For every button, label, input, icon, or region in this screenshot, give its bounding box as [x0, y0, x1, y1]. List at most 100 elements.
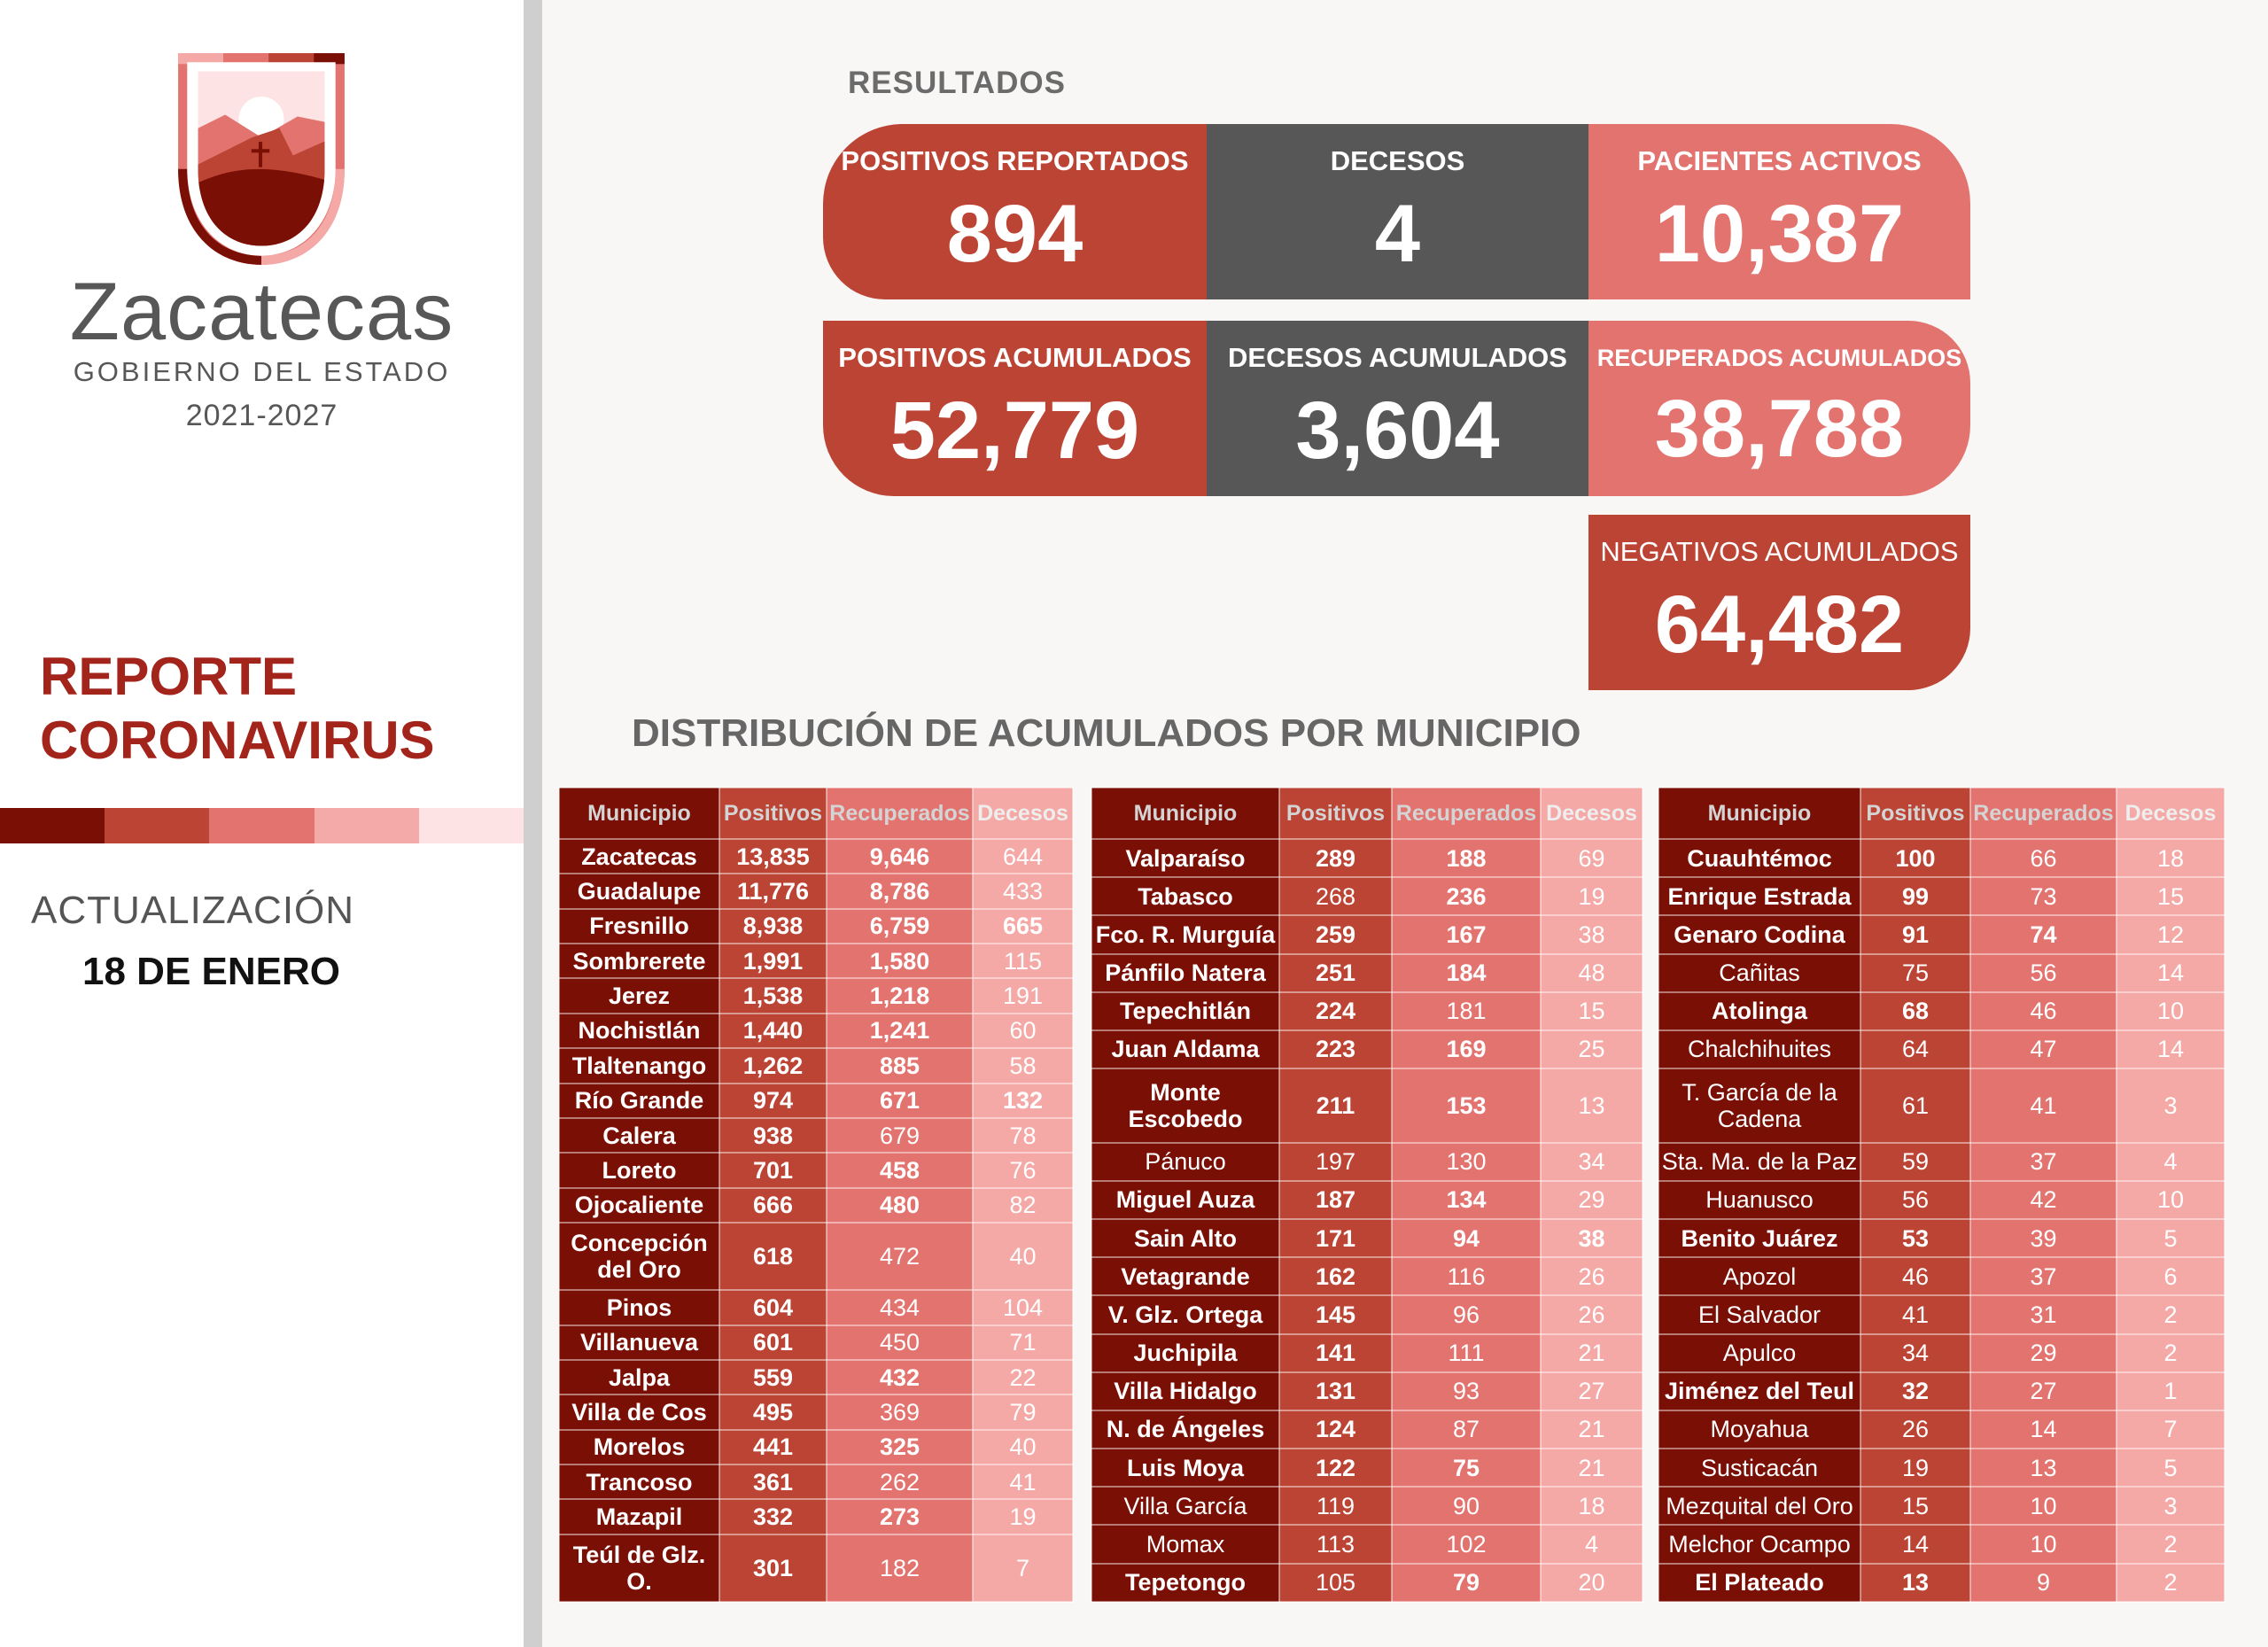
cell-recuperados: 181 [1391, 991, 1542, 1031]
cell-municipio: Huanusco [1658, 1179, 1861, 1221]
cell-recuperados: 111 [1391, 1332, 1542, 1373]
cell-municipio: Atolinga [1658, 991, 1861, 1031]
cell-recuperados: 8,786 [826, 873, 974, 910]
cell-decesos: 12 [2116, 914, 2225, 955]
cell-positivos: 974 [718, 1082, 827, 1119]
table-row: Cuauhtémoc 100 66 18 [1658, 837, 2225, 879]
cell-municipio: T. García de la Cadena [1658, 1068, 1861, 1144]
cell-recuperados: 434 [826, 1289, 974, 1326]
table-row: Atolinga 68 46 10 [1658, 991, 2225, 1031]
header-decesos: Decesos [972, 787, 1074, 840]
cell-decesos: 40 [972, 1221, 1074, 1292]
cell-municipio: Luis Moya [1091, 1448, 1280, 1488]
cell-recuperados: 46 [1969, 991, 2117, 1031]
municipio-table-1: Municipio Positivos Recuperados Decesos Zaca… [558, 787, 1074, 1604]
cell-decesos: 5 [2116, 1448, 2225, 1488]
table-row: Fresnillo 8,938 6,759 665 [558, 907, 1074, 945]
table-header-row: Municipio Positivos Recuperados Decesos [1658, 787, 2225, 840]
cell-municipio: Pánfilo Natera [1091, 952, 1280, 993]
cell-municipio: V. Glz. Ortega [1091, 1294, 1280, 1335]
cell-positivos: 141 [1278, 1332, 1393, 1373]
card-pacientes-activos: PACIENTES ACTIVOS 10,387 [1588, 124, 1970, 299]
color-swatch [209, 808, 315, 843]
cell-positivos: 53 [1860, 1218, 1971, 1259]
table-header-row: Municipio Positivos Recuperados Decesos [1091, 787, 1643, 840]
cell-positivos: 301 [718, 1533, 827, 1604]
cell-positivos: 46 [1860, 1256, 1971, 1297]
card-value: 894 [946, 189, 1084, 279]
card-positivos-reportados: POSITIVOS REPORTADOS 894 [823, 124, 1207, 299]
cell-recuperados: 236 [1391, 876, 1542, 917]
table-row: Villanueva 601 450 71 [558, 1324, 1074, 1361]
table-row: Villa de Cos 495 369 79 [558, 1394, 1074, 1431]
zacatecas-shield-logo [178, 53, 345, 265]
cell-recuperados: 47 [1969, 1029, 2117, 1070]
update-date: 18 DE ENERO [82, 950, 340, 993]
table-row: Momax 113 102 4 [1091, 1524, 1643, 1565]
cell-positivos: 251 [1278, 952, 1393, 993]
table-row: Sta. Ma. de la Paz 59 37 4 [1658, 1141, 2225, 1182]
cell-municipio: Sombrerete [558, 943, 720, 980]
cell-recuperados: 671 [826, 1082, 974, 1119]
cell-positivos: 124 [1278, 1409, 1393, 1450]
table-row: El Salvador 41 31 2 [1658, 1294, 2225, 1335]
table-row: Fco. R. Murguía 259 167 38 [1091, 914, 1643, 955]
table-row: Calera 938 679 78 [558, 1116, 1074, 1154]
cell-positivos: 604 [718, 1289, 827, 1326]
cell-decesos: 7 [2116, 1409, 2225, 1450]
table-row: Guadalupe 11,776 8,786 433 [558, 873, 1074, 910]
header-positivos: Positivos [1278, 787, 1393, 840]
cell-municipio: Susticacán [1658, 1448, 1861, 1488]
card-value: 52,779 [889, 385, 1140, 476]
card-decesos-acumulados: DECESOS ACUMULADOS 3,604 [1207, 321, 1588, 496]
card-value: 64,482 [1654, 579, 1905, 670]
cell-recuperados: 73 [1969, 876, 2117, 917]
cell-municipio: Concepción del Oro [558, 1221, 720, 1292]
card-label: PACIENTES ACTIVOS [1637, 145, 1922, 176]
results-title: RESULTADOS [848, 66, 1066, 100]
cell-positivos: 145 [1278, 1294, 1393, 1335]
cell-positivos: 197 [1278, 1141, 1393, 1182]
cell-municipio: Jiménez del Teul [1658, 1371, 1861, 1411]
brand-years: 2021-2027 [185, 399, 338, 432]
table-row: Susticacán 19 13 5 [1658, 1448, 2225, 1488]
cell-decesos: 3 [2116, 1068, 2225, 1144]
cell-municipio: Loreto [558, 1152, 720, 1189]
cell-municipio: Guadalupe [558, 873, 720, 910]
cell-decesos: 6 [2116, 1256, 2225, 1297]
cell-positivos: 601 [718, 1324, 827, 1361]
table-row: Vetagrande 162 116 26 [1091, 1256, 1643, 1297]
cell-municipio: Chalchihuites [1658, 1029, 1861, 1070]
color-swatch [105, 808, 210, 843]
cell-positivos: 1,991 [718, 943, 827, 980]
cell-municipio: Apozol [1658, 1256, 1861, 1297]
cell-recuperados: 102 [1391, 1524, 1542, 1565]
cell-municipio: Tabasco [1091, 876, 1280, 917]
cell-decesos: 22 [972, 1358, 1074, 1396]
color-swatch [0, 808, 105, 843]
cell-decesos: 41 [972, 1463, 1074, 1501]
table-row: Luis Moya 122 75 21 [1091, 1448, 1643, 1488]
cell-recuperados: 679 [826, 1116, 974, 1154]
cell-decesos: 7 [972, 1533, 1074, 1604]
cell-recuperados: 94 [1391, 1218, 1542, 1259]
cell-decesos: 5 [2116, 1218, 2225, 1259]
cell-positivos: 1,440 [718, 1012, 827, 1050]
cell-positivos: 15 [1860, 1486, 1971, 1527]
cell-municipio: Villanueva [558, 1324, 720, 1361]
cell-positivos: 105 [1278, 1562, 1393, 1604]
cell-decesos: 1 [2116, 1371, 2225, 1411]
cell-municipio: Tlaltenango [558, 1047, 720, 1084]
cell-recuperados: 9 [1969, 1562, 2117, 1604]
header-recuperados: Recuperados [826, 787, 974, 840]
cell-decesos: 19 [1540, 876, 1643, 917]
header-recuperados: Recuperados [1969, 787, 2117, 840]
cell-municipio: Calera [558, 1116, 720, 1154]
card-recuperados-acumulados: RECUPERADOS ACUMULADOS 38,788 [1588, 321, 1970, 496]
table-row: Mazapil 332 273 19 [558, 1498, 1074, 1535]
header-municipio: Municipio [558, 787, 720, 840]
table-row: Pánuco 197 130 34 [1091, 1141, 1643, 1182]
cell-decesos: 21 [1540, 1448, 1643, 1488]
cell-recuperados: 93 [1391, 1371, 1542, 1411]
cell-decesos: 18 [2116, 837, 2225, 879]
